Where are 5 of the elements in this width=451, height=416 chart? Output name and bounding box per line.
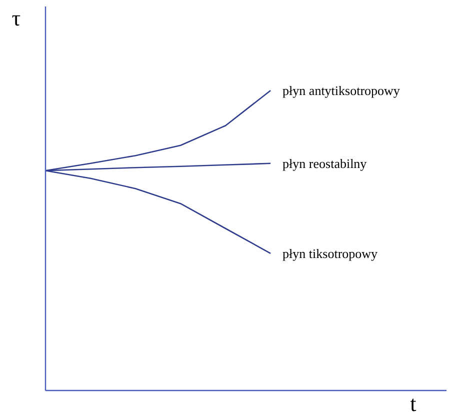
series-label: płyn antytiksotropowy	[282, 83, 400, 98]
x-axis-title: t	[410, 390, 416, 416]
y-axis-title: τ	[12, 6, 21, 30]
series-label: płyn tiksotropowy	[282, 246, 378, 261]
series-label: płyn reostabilny	[282, 156, 368, 171]
